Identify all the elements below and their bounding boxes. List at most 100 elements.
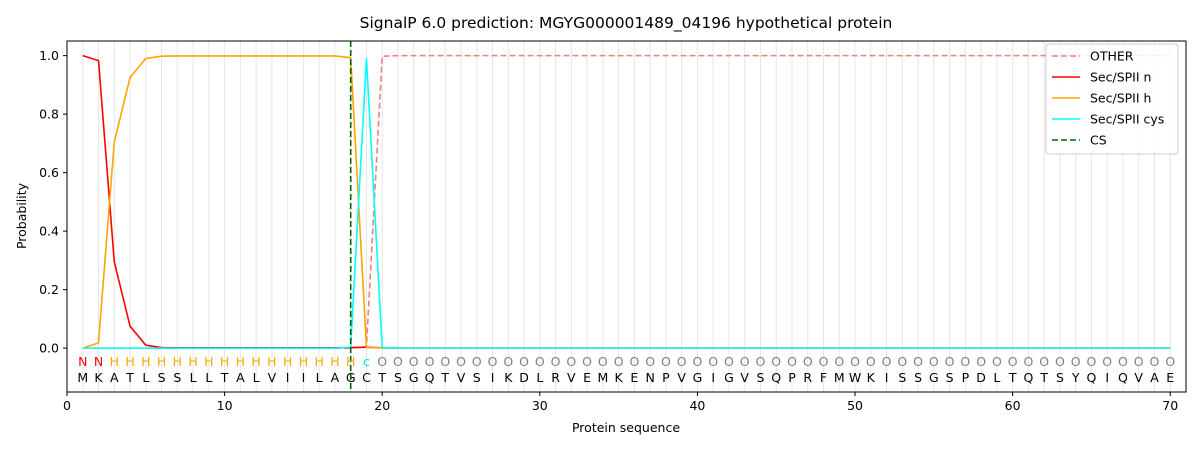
residue-label: Q (1087, 370, 1097, 385)
residue-label: V (740, 370, 749, 385)
region-label: O (803, 354, 813, 369)
region-label: O (897, 354, 907, 369)
residue-label: S (756, 370, 764, 385)
residue-label: I (286, 370, 290, 385)
legend-label: Sec/SPII cys (1090, 112, 1164, 127)
region-label: O (503, 354, 513, 369)
region-label: O (882, 354, 892, 369)
region-label: O (960, 354, 970, 369)
residue-label: T (220, 370, 229, 385)
residue-label: S (946, 370, 954, 385)
region-label: O (440, 354, 450, 369)
region-label: O (850, 354, 860, 369)
residue-label: F (820, 370, 827, 385)
residue-label: S (473, 370, 481, 385)
residue-label: L (190, 370, 197, 385)
region-label: O (661, 354, 671, 369)
residue-label: I (885, 370, 889, 385)
region-label: O (913, 354, 923, 369)
residue-label: S (158, 370, 166, 385)
region-label: H (299, 354, 308, 369)
region-label: O (771, 354, 781, 369)
residue-label: L (253, 370, 260, 385)
residue-label: Q (425, 370, 435, 385)
residue-label: W (849, 370, 861, 385)
residue-label: E (630, 370, 638, 385)
residue-label: V (677, 370, 686, 385)
sequence-labels: NMNKHAHTHLHSHSHLHLHTHAHLHVHIHIHLHAHGcCOT… (77, 354, 1175, 385)
region-label: O (834, 354, 844, 369)
residue-label: I (1105, 370, 1109, 385)
residue-label: T (1008, 370, 1017, 385)
x-tick-label: 0 (63, 398, 71, 413)
residue-label: P (662, 370, 670, 385)
region-label: H (283, 354, 292, 369)
residue-label: S (914, 370, 922, 385)
residue-label: L (993, 370, 1000, 385)
residue-label: L (536, 370, 543, 385)
y-axis: 0.0 0.2 0.4 0.6 0.8 1.0 (39, 48, 67, 356)
chart-title: SignalP 6.0 prediction: MGYG000001489_04… (360, 14, 893, 33)
residue-label: T (125, 370, 134, 385)
region-label: O (425, 354, 435, 369)
region-label: O (1023, 354, 1033, 369)
residue-label: I (302, 370, 306, 385)
region-label: O (1134, 354, 1144, 369)
region-label: O (582, 354, 592, 369)
region-label: H (220, 354, 229, 369)
region-label: O (1087, 354, 1097, 369)
y-tick-label: 0.0 (39, 341, 59, 356)
x-axis-label: Protein sequence (572, 420, 680, 435)
residue-label: D (976, 370, 986, 385)
residue-label: P (788, 370, 796, 385)
region-label: H (141, 354, 150, 369)
series-lines (82, 41, 1171, 392)
residue-label: D (519, 370, 529, 385)
region-label: O (708, 354, 718, 369)
residue-label: L (316, 370, 323, 385)
legend-box (1045, 43, 1179, 155)
region-label: N (78, 354, 87, 369)
region-label: N (94, 354, 103, 369)
region-label: O (629, 354, 639, 369)
region-label: O (472, 354, 482, 369)
x-axis: 0 10 20 30 40 50 60 70 (63, 392, 1178, 413)
region-label: O (456, 354, 466, 369)
region-label: H (110, 354, 119, 369)
x-tick-label: 30 (532, 398, 548, 413)
residue-label: K (615, 370, 624, 385)
residue-label: G (409, 370, 419, 385)
residue-label: A (1150, 370, 1159, 385)
region-label: H (346, 354, 355, 369)
residue-label: Y (1071, 370, 1080, 385)
region-label: O (740, 354, 750, 369)
x-tick-label: 70 (1162, 398, 1178, 413)
region-label: H (267, 354, 276, 369)
region-label: O (566, 354, 576, 369)
residue-label: I (491, 370, 495, 385)
residue-label: K (867, 370, 876, 385)
residue-label: A (110, 370, 119, 385)
region-label: O (488, 354, 498, 369)
residue-label: N (645, 370, 654, 385)
region-label: O (976, 354, 986, 369)
region-label: O (756, 354, 766, 369)
x-tick-label: 40 (689, 398, 705, 413)
residue-label: G (929, 370, 939, 385)
region-label: O (819, 354, 829, 369)
residue-label: V (268, 370, 277, 385)
region-label: O (1102, 354, 1112, 369)
plot-frame (66, 40, 1187, 393)
residue-label: K (94, 370, 103, 385)
region-label: O (1008, 354, 1018, 369)
residue-label: S (1056, 370, 1064, 385)
residue-label: S (898, 370, 906, 385)
region-label: O (614, 354, 624, 369)
region-label: O (393, 354, 403, 369)
legend-label: CS (1090, 133, 1107, 148)
region-label: O (409, 354, 419, 369)
x-tick-label: 10 (217, 398, 233, 413)
residue-label: G (693, 370, 703, 385)
residue-label: R (803, 370, 812, 385)
